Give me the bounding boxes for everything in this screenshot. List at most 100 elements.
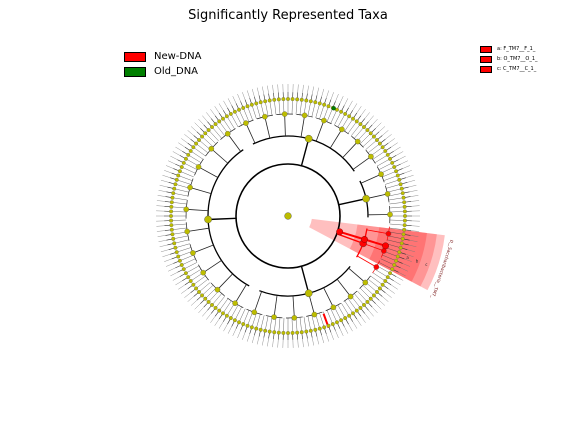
- leaf-node: [377, 286, 382, 291]
- leaf-node: [402, 223, 407, 228]
- leaf-node: [272, 97, 277, 102]
- leaf-node: [343, 111, 348, 116]
- leaf-tick: [410, 195, 419, 197]
- leaf-node: [224, 313, 229, 318]
- leaf-node: [263, 328, 268, 333]
- leaf-node: [186, 275, 191, 280]
- clade-legend-item-c: c: C_TM7__C_1_: [480, 64, 538, 74]
- leaf-node: [191, 282, 196, 287]
- leaf-connector: [337, 113, 346, 128]
- leaf-tick: [407, 179, 416, 183]
- subclade-branch: [360, 173, 382, 184]
- leaf-node: [399, 241, 404, 246]
- leaf-tick: [162, 175, 171, 178]
- leaf-connector: [188, 154, 202, 163]
- root-ring: [235, 163, 341, 269]
- leaf-node: [343, 316, 348, 321]
- leaf-node: [326, 323, 331, 328]
- leaf-tick: [172, 151, 180, 156]
- leaf-connector: [354, 126, 365, 139]
- leaf-tick: [262, 86, 265, 95]
- leaf-connector: [330, 308, 338, 323]
- leaf-connector: [383, 175, 398, 181]
- leaf-connector: [387, 188, 402, 193]
- leaf-connector: [376, 158, 391, 167]
- leaf-node: [169, 214, 173, 218]
- subclade-node: [368, 153, 374, 160]
- tree-nodes: [169, 97, 407, 335]
- leaf-connector: [181, 258, 196, 266]
- leaf-connector: [176, 179, 192, 185]
- leaf-node: [263, 99, 268, 104]
- subclade-branch: [273, 295, 278, 318]
- subclade-node: [187, 184, 193, 191]
- significant-node: [382, 242, 389, 250]
- leaf-connector: [367, 143, 381, 154]
- leaf-tick: [356, 318, 362, 326]
- leaf-node: [174, 177, 179, 182]
- leaf-node: [194, 286, 199, 291]
- leaf-node: [169, 227, 174, 232]
- leaf-node: [402, 200, 407, 205]
- leaf-node: [203, 131, 208, 136]
- leaf-node: [347, 114, 352, 119]
- subclade-node: [321, 117, 327, 124]
- leaf-tick: [160, 179, 169, 183]
- leaf-node: [179, 263, 184, 267]
- leaf-connector: [378, 262, 393, 270]
- highlight-wedge-1: [349, 224, 437, 287]
- subclade-branch: [186, 208, 209, 212]
- leaf-connector: [201, 285, 214, 296]
- clade-node: [362, 194, 370, 203]
- subclade-node: [281, 111, 288, 117]
- leaf-connector: [179, 254, 194, 261]
- leaf-tick: [256, 336, 260, 345]
- leaf-connector: [389, 211, 405, 213]
- leaf-connector: [311, 102, 316, 117]
- leaf-node: [228, 111, 233, 116]
- leaf-tick: [344, 98, 349, 106]
- subclade-node: [183, 206, 189, 213]
- significant-branch: [364, 238, 386, 247]
- leaf-node: [203, 296, 208, 301]
- leaf-node: [170, 195, 175, 200]
- subclade-branch: [329, 129, 343, 149]
- leaf-tick: [262, 337, 265, 346]
- leaf-tick: [202, 310, 208, 317]
- leaf-connector: [315, 314, 320, 329]
- leaf-node: [354, 119, 359, 124]
- leaf-tick: [364, 313, 370, 320]
- leaf-connector: [183, 262, 198, 270]
- leaf-connector: [256, 314, 261, 329]
- leaf-node: [330, 322, 335, 327]
- leaf-connector: [198, 282, 211, 293]
- leaf-tick: [400, 160, 408, 165]
- leaf-node: [241, 322, 246, 327]
- leaf-tick: [368, 115, 374, 122]
- leaf-node: [183, 271, 188, 276]
- leaf-tick: [302, 84, 304, 93]
- leaf-tick: [409, 239, 418, 242]
- leaf-tick: [407, 249, 416, 253]
- highlight-wedges: [309, 218, 445, 291]
- leaf-connector: [176, 247, 192, 253]
- leaf-tick: [178, 284, 186, 290]
- clade-letter-b: b: [416, 259, 419, 264]
- leaf-connector: [359, 287, 371, 299]
- leaf-tick: [251, 335, 255, 344]
- leaf-tick: [157, 195, 166, 197]
- leaf-tick: [210, 109, 216, 116]
- leaf-tick: [175, 280, 183, 286]
- leaf-connector: [183, 162, 198, 170]
- leaf-connector: [211, 293, 222, 306]
- leaf-connector: [171, 219, 187, 221]
- leaf-tick: [302, 339, 304, 348]
- leaf-tick: [251, 88, 255, 97]
- leaf-node: [339, 109, 344, 114]
- leaf-tick: [272, 339, 274, 348]
- leaf-tick: [242, 92, 246, 100]
- leaf-connector: [388, 192, 403, 197]
- leaf-node: [172, 241, 177, 246]
- leaf-node: [401, 232, 406, 237]
- leaf-node: [383, 279, 388, 283]
